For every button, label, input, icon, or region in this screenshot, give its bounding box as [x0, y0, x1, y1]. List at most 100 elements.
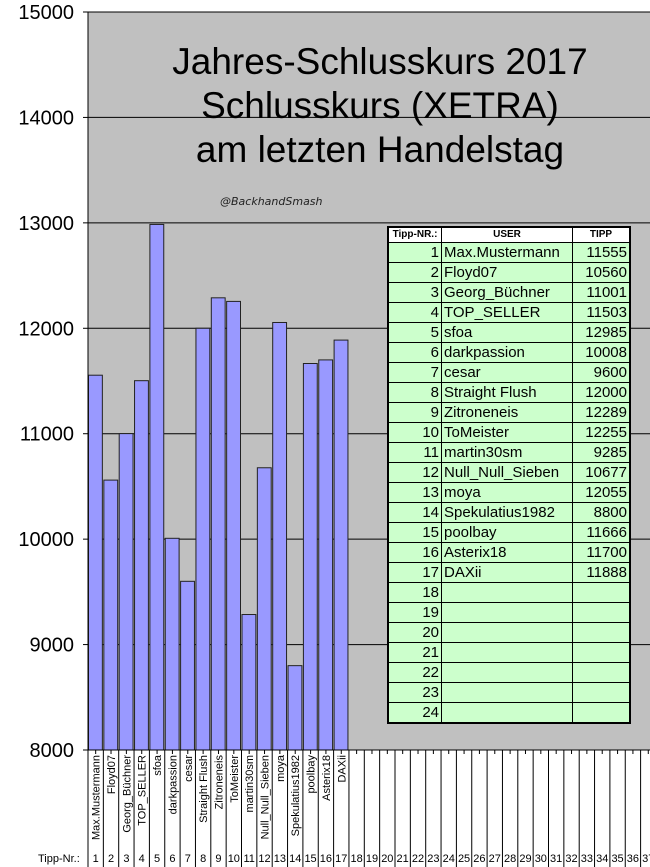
cell-nr: 7: [387, 362, 442, 383]
table-row: 24: [387, 702, 631, 724]
cell-tipp: [572, 662, 631, 683]
y-tick-label: 9000: [30, 635, 75, 657]
tipp-number: 35: [611, 853, 623, 865]
cell-user: sfoa: [441, 322, 573, 343]
category-label: ToMeister: [229, 755, 241, 803]
tipp-number: 30: [535, 853, 547, 865]
cell-user: moya: [441, 482, 573, 503]
cell-nr: 17: [387, 562, 442, 583]
tipp-number: 18: [351, 853, 363, 865]
category-label: Straight Flush: [198, 755, 210, 823]
bar: [88, 374, 103, 751]
table-row: 20: [387, 622, 631, 643]
bar: [149, 223, 165, 751]
bar: [256, 467, 272, 751]
tipp-number: 4: [139, 853, 145, 865]
cell-nr: 15: [387, 522, 442, 543]
cell-tipp: 11700: [572, 542, 631, 563]
cell-tipp: 10560: [572, 262, 631, 283]
bar: [134, 380, 149, 751]
header-nr: Tipp-NR.:: [387, 226, 442, 243]
cell-nr: 10: [387, 422, 442, 443]
tipp-number: 36: [627, 853, 639, 865]
tipp-number: 31: [550, 853, 562, 865]
bar: [318, 359, 334, 751]
y-tick-label: 10000: [18, 529, 74, 551]
tipp-number: 8: [200, 853, 206, 865]
table-row: 18: [387, 582, 631, 603]
category-label: Georg_Büchner: [121, 755, 133, 833]
cell-user: [441, 662, 573, 683]
tipp-number: 14: [289, 853, 301, 865]
category-label: darkpassion: [167, 755, 179, 814]
cell-tipp: 9285: [572, 442, 631, 463]
cell-nr: 8: [387, 382, 442, 403]
bar: [118, 433, 134, 751]
tipp-number: 37: [642, 853, 650, 865]
cell-user: DAXii: [441, 562, 573, 583]
table-row: 14 Spekulatius1982 8800: [387, 502, 631, 523]
cell-user: [441, 582, 573, 603]
tipp-number: 33: [581, 853, 593, 865]
category-label: moya: [275, 754, 287, 782]
table-row: 22: [387, 662, 631, 683]
table-row: 6 darkpassion 10008: [387, 342, 631, 363]
table-row: 9 Zitroneneis 12289: [387, 402, 631, 423]
y-tick-label: 12000: [18, 318, 74, 340]
tipp-number: 25: [458, 853, 470, 865]
cell-tipp: 11503: [572, 302, 631, 323]
tipp-number: 5: [154, 853, 160, 865]
cell-nr: 20: [387, 622, 442, 643]
cell-tipp: 11888: [572, 562, 631, 583]
table-row: 5 sfoa 12985: [387, 322, 631, 343]
cell-user: ToMeister: [441, 422, 573, 443]
table-row: 8 Straight Flush 12000: [387, 382, 631, 403]
cell-tipp: 10677: [572, 462, 631, 483]
cell-nr: 21: [387, 642, 442, 663]
tipp-number: 29: [519, 853, 531, 865]
bar: [333, 339, 349, 751]
tipp-number: 11: [243, 853, 254, 865]
tipp-number: 15: [304, 853, 316, 865]
y-tick-label: 8000: [30, 740, 75, 762]
bar: [180, 580, 195, 751]
category-label: Zitroneneis: [213, 755, 225, 810]
cell-nr: 6: [387, 342, 442, 363]
title-line-1: Jahres-Schlusskurs 2017: [172, 41, 588, 82]
tipp-table: Tipp-NR.: USER TIPP 1 Max.Mustermann 11555…: [387, 226, 631, 724]
tipp-number: 20: [381, 853, 393, 865]
cell-nr: 13: [387, 482, 442, 503]
tipp-number: 23: [427, 853, 439, 865]
cell-nr: 16: [387, 542, 442, 563]
bar: [195, 327, 211, 751]
cell-tipp: [572, 582, 631, 603]
table-row: 17 DAXii 11888: [387, 562, 631, 583]
cell-user: martin30sm: [441, 442, 573, 463]
cell-user: Straight Flush: [441, 382, 573, 403]
table-row: 19: [387, 602, 631, 623]
tipp-number: 12: [258, 853, 270, 865]
tipp-number: 21: [397, 853, 409, 865]
bar: [302, 362, 318, 751]
cell-user: [441, 642, 573, 663]
cell-user: TOP_SELLER: [441, 302, 573, 323]
category-label: Spekulatius1982: [290, 755, 302, 836]
cell-user: darkpassion: [441, 342, 573, 363]
cell-tipp: [572, 602, 631, 623]
tipp-number: 24: [443, 853, 455, 865]
bar: [210, 297, 226, 751]
cell-user: [441, 702, 573, 724]
category-label: sfoa: [152, 754, 164, 776]
cell-tipp: 8800: [572, 502, 631, 523]
tipp-number: 2: [108, 853, 114, 865]
cell-user: Null_Null_Sieben: [441, 462, 573, 483]
table-row: 12 Null_Null_Sieben 10677: [387, 462, 631, 483]
tipp-number: 10: [228, 853, 240, 865]
cell-tipp: 12255: [572, 422, 631, 443]
table-row: 21: [387, 642, 631, 663]
cell-tipp: 9600: [572, 362, 631, 383]
tipp-number: 27: [489, 853, 501, 865]
cell-nr: 11: [387, 442, 442, 463]
y-tick-label: 11000: [20, 424, 74, 446]
cell-nr: 24: [387, 702, 442, 724]
